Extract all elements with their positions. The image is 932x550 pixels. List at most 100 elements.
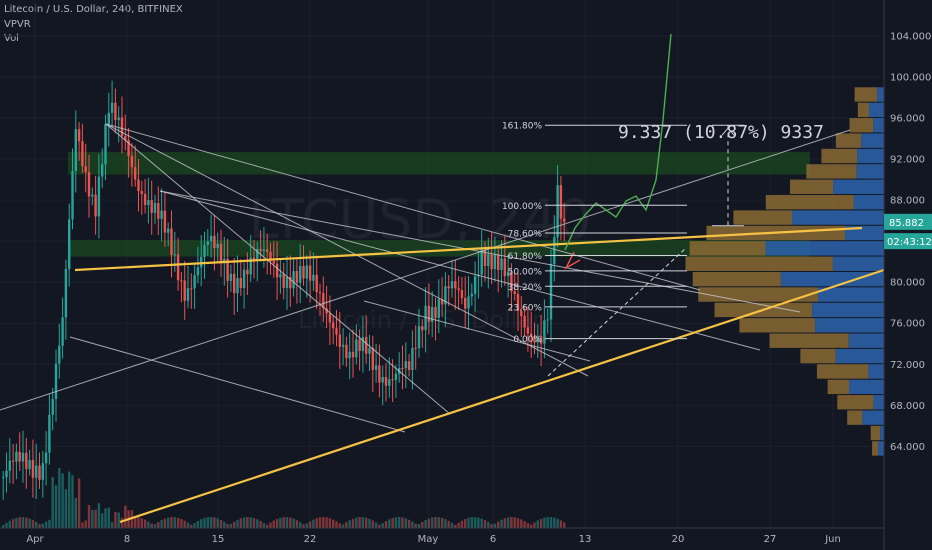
- price-axis: [884, 0, 932, 550]
- candle-body: [411, 347, 414, 370]
- volume-bar: [206, 517, 209, 528]
- candle-body: [213, 235, 216, 248]
- volume-bar: [437, 517, 440, 528]
- volume-bar: [510, 517, 513, 528]
- candle-body: [553, 237, 556, 265]
- y-tick-label: 76.000: [890, 319, 925, 330]
- volume-bar: [279, 517, 282, 528]
- candle-body: [487, 254, 490, 267]
- candle-body: [173, 254, 176, 256]
- volume-bar: [292, 518, 295, 528]
- x-tick-label: May: [418, 534, 439, 545]
- candle-body: [266, 249, 269, 252]
- volume-bar: [411, 521, 414, 528]
- volume-bar: [262, 523, 266, 528]
- candle-body: [322, 293, 325, 309]
- x-tick-label: 20: [672, 534, 685, 545]
- candle-body: [493, 254, 497, 270]
- volume-bar: [473, 517, 477, 528]
- volume-bar: [381, 523, 384, 528]
- volume-profile-bar: [765, 241, 884, 256]
- volume-bar: [477, 517, 480, 528]
- x-tick-label: 13: [579, 534, 592, 545]
- y-tick-label: 68.000: [890, 401, 925, 412]
- volume-bar: [157, 522, 160, 528]
- volume-bar: [203, 517, 206, 528]
- volume-bar: [259, 520, 262, 528]
- volume-bar: [137, 517, 140, 528]
- x-tick-label: 15: [212, 534, 225, 545]
- volume-bar: [440, 517, 444, 528]
- candle-body: [381, 376, 384, 383]
- fib-level-label: 23.60%: [508, 303, 543, 313]
- volume-profile-bar: [854, 87, 878, 102]
- volume-profile-bar: [837, 395, 874, 410]
- candle-body: [180, 280, 183, 282]
- candle-body: [170, 228, 173, 255]
- volume-bar: [193, 522, 196, 528]
- volume-bar: [487, 522, 490, 528]
- volume-bar: [520, 519, 523, 528]
- candle-body: [275, 263, 279, 278]
- fib-level-label: 78.60%: [508, 229, 543, 239]
- candle-body: [447, 286, 450, 289]
- volume-bar: [124, 505, 127, 528]
- trendline: [0, 129, 851, 411]
- volume-bar: [533, 522, 536, 528]
- volume-profile-bar: [833, 179, 884, 194]
- candle-body: [295, 270, 299, 283]
- volume-profile-bar: [769, 333, 849, 348]
- volume-bar: [460, 520, 464, 528]
- volume-bar: [563, 522, 566, 528]
- candle-body: [18, 451, 21, 462]
- candle-body: [35, 465, 38, 478]
- candle-body: [200, 256, 203, 268]
- candle-body: [391, 379, 394, 381]
- vpvr-indicator-label[interactable]: VPVR: [4, 19, 31, 30]
- candle-body: [440, 299, 444, 305]
- candle-body: [28, 460, 31, 470]
- countdown-label: 02:43:12: [887, 237, 932, 248]
- candle-body: [470, 293, 473, 297]
- volume-bar: [351, 518, 355, 528]
- countdown-badge: [884, 233, 932, 250]
- volume-bar: [160, 520, 163, 528]
- volume-profile-bar: [872, 441, 879, 456]
- volume-bar: [378, 524, 381, 528]
- volume-bar: [285, 517, 289, 528]
- resistance-zone: [68, 151, 810, 175]
- candle-body: [233, 273, 236, 294]
- candle-body: [302, 265, 305, 279]
- volume-bar: [368, 518, 371, 528]
- volume-indicator-label[interactable]: Vol: [4, 33, 19, 44]
- candle-body: [246, 269, 249, 275]
- volume-profile-bar: [733, 210, 792, 225]
- price-badge: [884, 213, 932, 230]
- x-tick-label: Jun: [824, 534, 841, 545]
- volume-bar: [546, 517, 549, 528]
- trendline: [105, 123, 451, 415]
- candle-body: [348, 351, 351, 359]
- volume-bar: [229, 523, 233, 528]
- volume-bar: [312, 519, 315, 528]
- candle-body: [114, 102, 117, 121]
- candle-body: [21, 452, 25, 462]
- volume-bar: [54, 485, 58, 528]
- volume-bar: [246, 517, 249, 528]
- volume-bar: [8, 520, 11, 528]
- volume-bar: [117, 512, 120, 528]
- candle-body: [58, 345, 61, 364]
- candle-body: [388, 379, 391, 386]
- candle-body: [279, 274, 282, 278]
- volume-bar: [143, 519, 147, 528]
- candle-body: [421, 326, 424, 331]
- volume-bar: [328, 518, 332, 528]
- volume-bar: [163, 518, 167, 528]
- fib-level-label: 161.80%: [502, 122, 542, 132]
- volume-bar: [467, 517, 470, 528]
- volume-bar: [275, 518, 279, 528]
- candle-body: [500, 258, 503, 270]
- volume-bar: [506, 517, 510, 528]
- candle-body: [51, 399, 54, 415]
